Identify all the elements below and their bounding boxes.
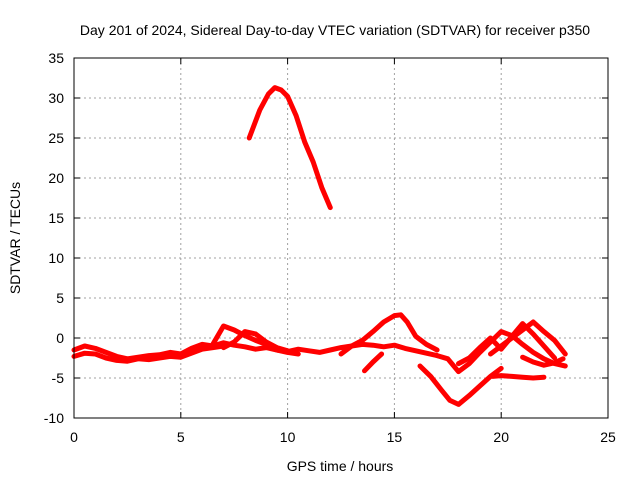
series-line-arc-high [246,85,333,211]
y-tick-label: 20 [48,170,64,186]
y-tick-label: 10 [48,250,64,266]
series-line-arc-15 [338,312,440,357]
y-tick-label: 15 [48,210,64,226]
y-tick-label: 30 [48,90,64,106]
x-tick-label: 20 [493,429,509,445]
x-tick-label: 0 [70,429,78,445]
y-tick-label: -10 [44,410,64,426]
y-tick-label: 25 [48,130,64,146]
x-axis-label: GPS time / hours [287,458,394,474]
chart-title: Day 201 of 2024, Sidereal Day-to-day VTE… [80,22,590,38]
grid [74,58,608,418]
series-line-v-18 [417,363,504,407]
series-line-base-b [71,343,226,364]
y-tick-label: 5 [56,290,64,306]
x-tick-labels: 0 5 10 15 20 25 [70,429,616,445]
y-tick-label: 35 [48,50,64,66]
x-tick-label: 10 [280,429,296,445]
series-line-bump-8 [221,329,291,354]
y-tick-label: 0 [56,330,64,346]
y-axis-label: SDTVAR / TECUs [7,182,23,294]
series-group [71,85,568,407]
series-line-cross-22 [488,319,568,357]
x-tick-label: 15 [387,429,403,445]
y-tick-label: -5 [52,370,65,386]
series-line-tail-22 [520,354,566,368]
y-tick-labels: -10 -5 0 5 10 15 20 25 30 35 [44,50,64,426]
series-line-short-14 [362,351,385,374]
series-line-flat-20 [490,373,547,381]
plot-frame [73,57,609,419]
x-tick-label: 25 [600,429,616,445]
axis-ticks [73,57,609,419]
x-tick-label: 5 [177,429,185,445]
series-line-rise-20 [434,329,568,375]
